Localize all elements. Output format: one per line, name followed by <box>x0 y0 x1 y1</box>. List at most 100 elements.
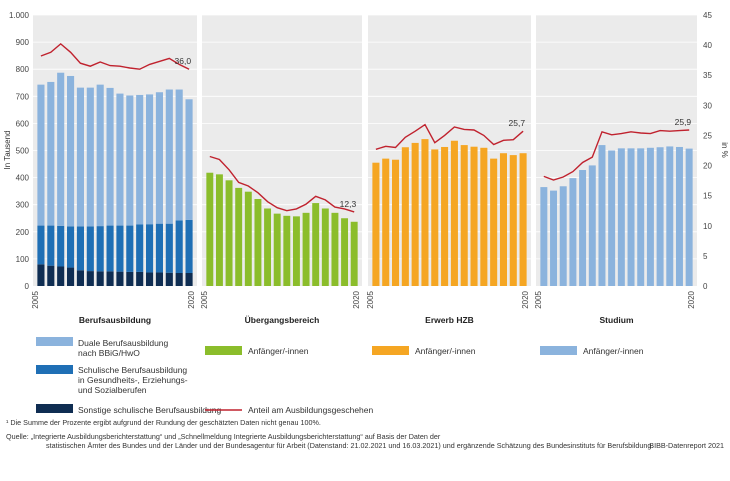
x-label-start: 2005 <box>534 290 543 308</box>
bar-1-s3-2012 <box>106 87 114 226</box>
bar-1-s2-2007 <box>57 225 65 267</box>
bar-3-s1-2015 <box>470 146 478 286</box>
right-tick-label: 15 <box>703 192 712 201</box>
bar-1-s3-2015 <box>136 94 144 225</box>
legend-label-schulisch: Schulische Berufsausbildung <box>78 365 187 375</box>
left-tick-label: 600 <box>16 119 30 128</box>
bar-1-s2-2020 <box>185 219 193 273</box>
x-label-end: 2020 <box>352 290 361 308</box>
bar-3-s1-2018 <box>499 153 508 286</box>
legend-label-anfaenger-2: Anfänger/-innen <box>415 346 476 356</box>
right-tick-label: 35 <box>703 71 712 80</box>
bar-2-s1-2018 <box>331 212 339 286</box>
bar-3-s1-2017 <box>490 158 498 286</box>
bar-1-s2-2015 <box>136 224 144 272</box>
legend-label-schulisch-2: in Gesundheits-, Erziehungs- <box>78 375 188 385</box>
share-end-label-3: 25,7 <box>509 118 526 128</box>
bar-1-s1-2007 <box>57 266 65 286</box>
bar-4-s1-2015 <box>637 148 645 286</box>
source-line-1: Quelle: „Integrierte Ausbildungsberichte… <box>6 432 441 441</box>
bar-4-s1-2019 <box>675 146 683 286</box>
bar-1-s2-2011 <box>96 226 104 272</box>
legend-swatch-anfaenger-1 <box>205 346 242 355</box>
x-label-end: 2020 <box>187 290 196 308</box>
legend-swatch-anfaenger-2 <box>372 346 409 355</box>
bar-3-s1-2019 <box>509 155 517 286</box>
bar-1-s2-2008 <box>67 226 75 268</box>
bar-3-s1-2007 <box>391 159 400 286</box>
panel-title-2: Übergangsbereich <box>245 315 320 325</box>
left-axis-label: In Tausend <box>3 131 12 170</box>
footnote: ¹ Die Summe der Prozente ergibt aufgrund… <box>6 418 321 427</box>
x-label-start: 2005 <box>31 290 40 308</box>
bar-4-s1-2016 <box>646 147 654 286</box>
legend-swatch-1 <box>36 337 73 346</box>
bar-1-s1-2019 <box>175 272 183 286</box>
right-axis-label: in % <box>720 142 729 158</box>
bar-1-s1-2020 <box>185 272 193 286</box>
right-tick-label: 25 <box>703 131 712 140</box>
bar-3-s1-2016 <box>480 147 488 286</box>
share-line-panel-2 <box>209 155 355 213</box>
bar-2-s1-2015 <box>302 212 310 286</box>
x-label-end: 2020 <box>687 290 696 308</box>
right-tick-label: 0 <box>703 282 708 291</box>
left-tick-label: 900 <box>16 38 30 47</box>
bar-4-s1-2007 <box>559 186 567 286</box>
bar-3-s1-2009 <box>411 142 419 286</box>
bar-1-s2-2017 <box>155 223 163 273</box>
bar-1-s2-2009 <box>76 226 84 271</box>
bar-1-s3-2006 <box>47 81 55 226</box>
legend-swatch-anfaenger-3 <box>540 346 577 355</box>
right-tick-label: 20 <box>703 162 712 171</box>
bar-3-s1-2011 <box>431 149 439 286</box>
bar-2-s1-2010 <box>254 199 262 286</box>
bar-3-s1-2006 <box>382 158 390 286</box>
bar-1-s3-2014 <box>126 95 134 226</box>
bar-4-s1-2011 <box>598 145 606 286</box>
bar-2-s1-2019 <box>341 218 349 286</box>
legend-label-anfaenger-1: Anfänger/-innen <box>248 346 309 356</box>
bar-4-s1-2009 <box>579 170 587 286</box>
bar-2-s1-2006 <box>215 174 223 286</box>
bar-1-s3-2019 <box>175 89 183 221</box>
legend-label-duale-2: nach BBiG/HwO <box>78 348 140 358</box>
x-label-start: 2005 <box>366 290 375 308</box>
bar-4-s1-2020 <box>685 148 693 286</box>
bar-1-s2-2019 <box>175 220 183 273</box>
bar-1-s1-2016 <box>146 272 154 286</box>
bar-1-s1-2010 <box>86 271 94 286</box>
bar-1-s1-2014 <box>126 271 134 286</box>
bar-3-s1-2012 <box>441 146 449 286</box>
bar-1-s3-2017 <box>155 92 163 224</box>
left-tick-label: 1.000 <box>9 11 30 20</box>
bar-4-s1-2017 <box>656 147 664 286</box>
bar-3-s1-2020 <box>519 153 527 286</box>
bar-3-s1-2008 <box>401 147 409 286</box>
share-line-panel-1 <box>40 42 190 70</box>
bar-1-s3-2010 <box>86 87 94 227</box>
bar-1-s2-2016 <box>146 224 154 273</box>
bar-2-s1-2017 <box>321 208 329 286</box>
bar-3-s1-2013 <box>450 140 458 286</box>
legend-label-line: Anteil am Ausbildungsgeschehen <box>248 405 373 415</box>
bar-1-s3-2013 <box>116 93 124 226</box>
bar-3-s1-2010 <box>421 139 429 286</box>
bar-1-s3-2020 <box>185 99 193 220</box>
legend-label-schulisch-3: und Sozialberufen <box>78 385 147 395</box>
bar-1-s2-2014 <box>126 225 134 272</box>
left-tick-label: 0 <box>25 282 30 291</box>
panel-title-1: Berufsausbildung <box>79 315 151 325</box>
legend-swatch-2 <box>36 365 73 374</box>
bar-1-s2-2013 <box>116 225 124 272</box>
bar-2-s1-2005 <box>206 172 214 286</box>
bar-1-s3-2007 <box>57 72 65 226</box>
share-line-panel-4 <box>543 129 690 181</box>
bar-4-s1-2012 <box>608 150 616 286</box>
bar-3-s1-2014 <box>460 145 468 286</box>
panel-title-3: Erwerb HZB <box>425 315 474 325</box>
bar-1-s1-2011 <box>96 271 104 286</box>
bar-1-s1-2006 <box>47 265 55 286</box>
x-label-end: 2020 <box>521 290 530 308</box>
bar-1-s3-2018 <box>165 89 173 224</box>
